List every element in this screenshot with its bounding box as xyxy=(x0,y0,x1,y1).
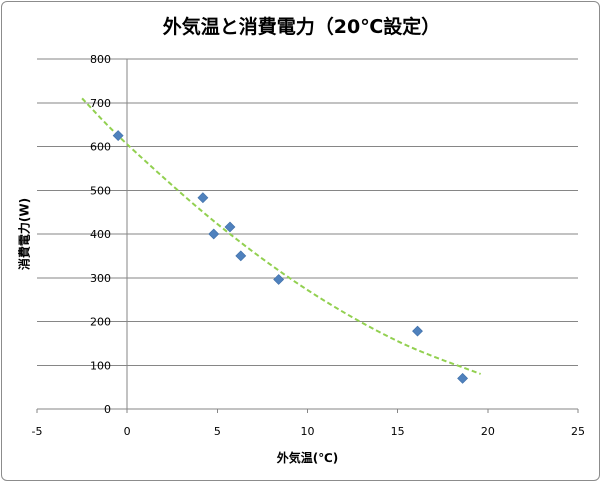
y-tick-label-300: 300 xyxy=(90,272,111,285)
y-tick-label-0: 0 xyxy=(104,403,111,416)
x-tick-label-0: 0 xyxy=(124,425,131,438)
x-tick-label-15: 15 xyxy=(391,425,405,438)
x-tick-label-5: 5 xyxy=(214,425,221,438)
data-point-1 xyxy=(112,130,124,141)
data-points xyxy=(112,130,469,384)
y-tick-label-100: 100 xyxy=(90,359,111,372)
gridlines xyxy=(37,58,578,366)
y-tick-label-800: 800 xyxy=(90,53,111,66)
x-tick-label-20: 20 xyxy=(481,425,495,438)
x-tick-label-25: 25 xyxy=(571,425,585,438)
x-axis-title: 外気温(℃) xyxy=(276,451,339,465)
x-tick-label--5: -5 xyxy=(32,425,43,438)
y-tick-label-400: 400 xyxy=(90,228,111,241)
data-point-4 xyxy=(224,221,236,233)
chart-title: 外気温と消費電力（20℃設定） xyxy=(162,16,441,38)
y-tick-label-200: 200 xyxy=(90,316,111,329)
data-point-8 xyxy=(457,372,469,384)
data-point-7 xyxy=(412,325,423,337)
trendline xyxy=(81,97,481,375)
data-point-6 xyxy=(273,274,285,285)
y-tick-label-500: 500 xyxy=(90,184,111,197)
y-tick-label-600: 600 xyxy=(90,141,111,154)
y-tick-label-700: 700 xyxy=(90,97,111,110)
data-point-2 xyxy=(197,192,209,204)
x-tick-label-10: 10 xyxy=(301,425,315,438)
data-point-5 xyxy=(235,250,247,262)
tick-labels: 0 100 200 300 400 500 600 700 800 -5 0 5 10 15 20 25 xyxy=(32,53,585,438)
axes xyxy=(36,58,579,413)
data-point-3 xyxy=(208,228,220,240)
trendline-group xyxy=(81,97,481,375)
